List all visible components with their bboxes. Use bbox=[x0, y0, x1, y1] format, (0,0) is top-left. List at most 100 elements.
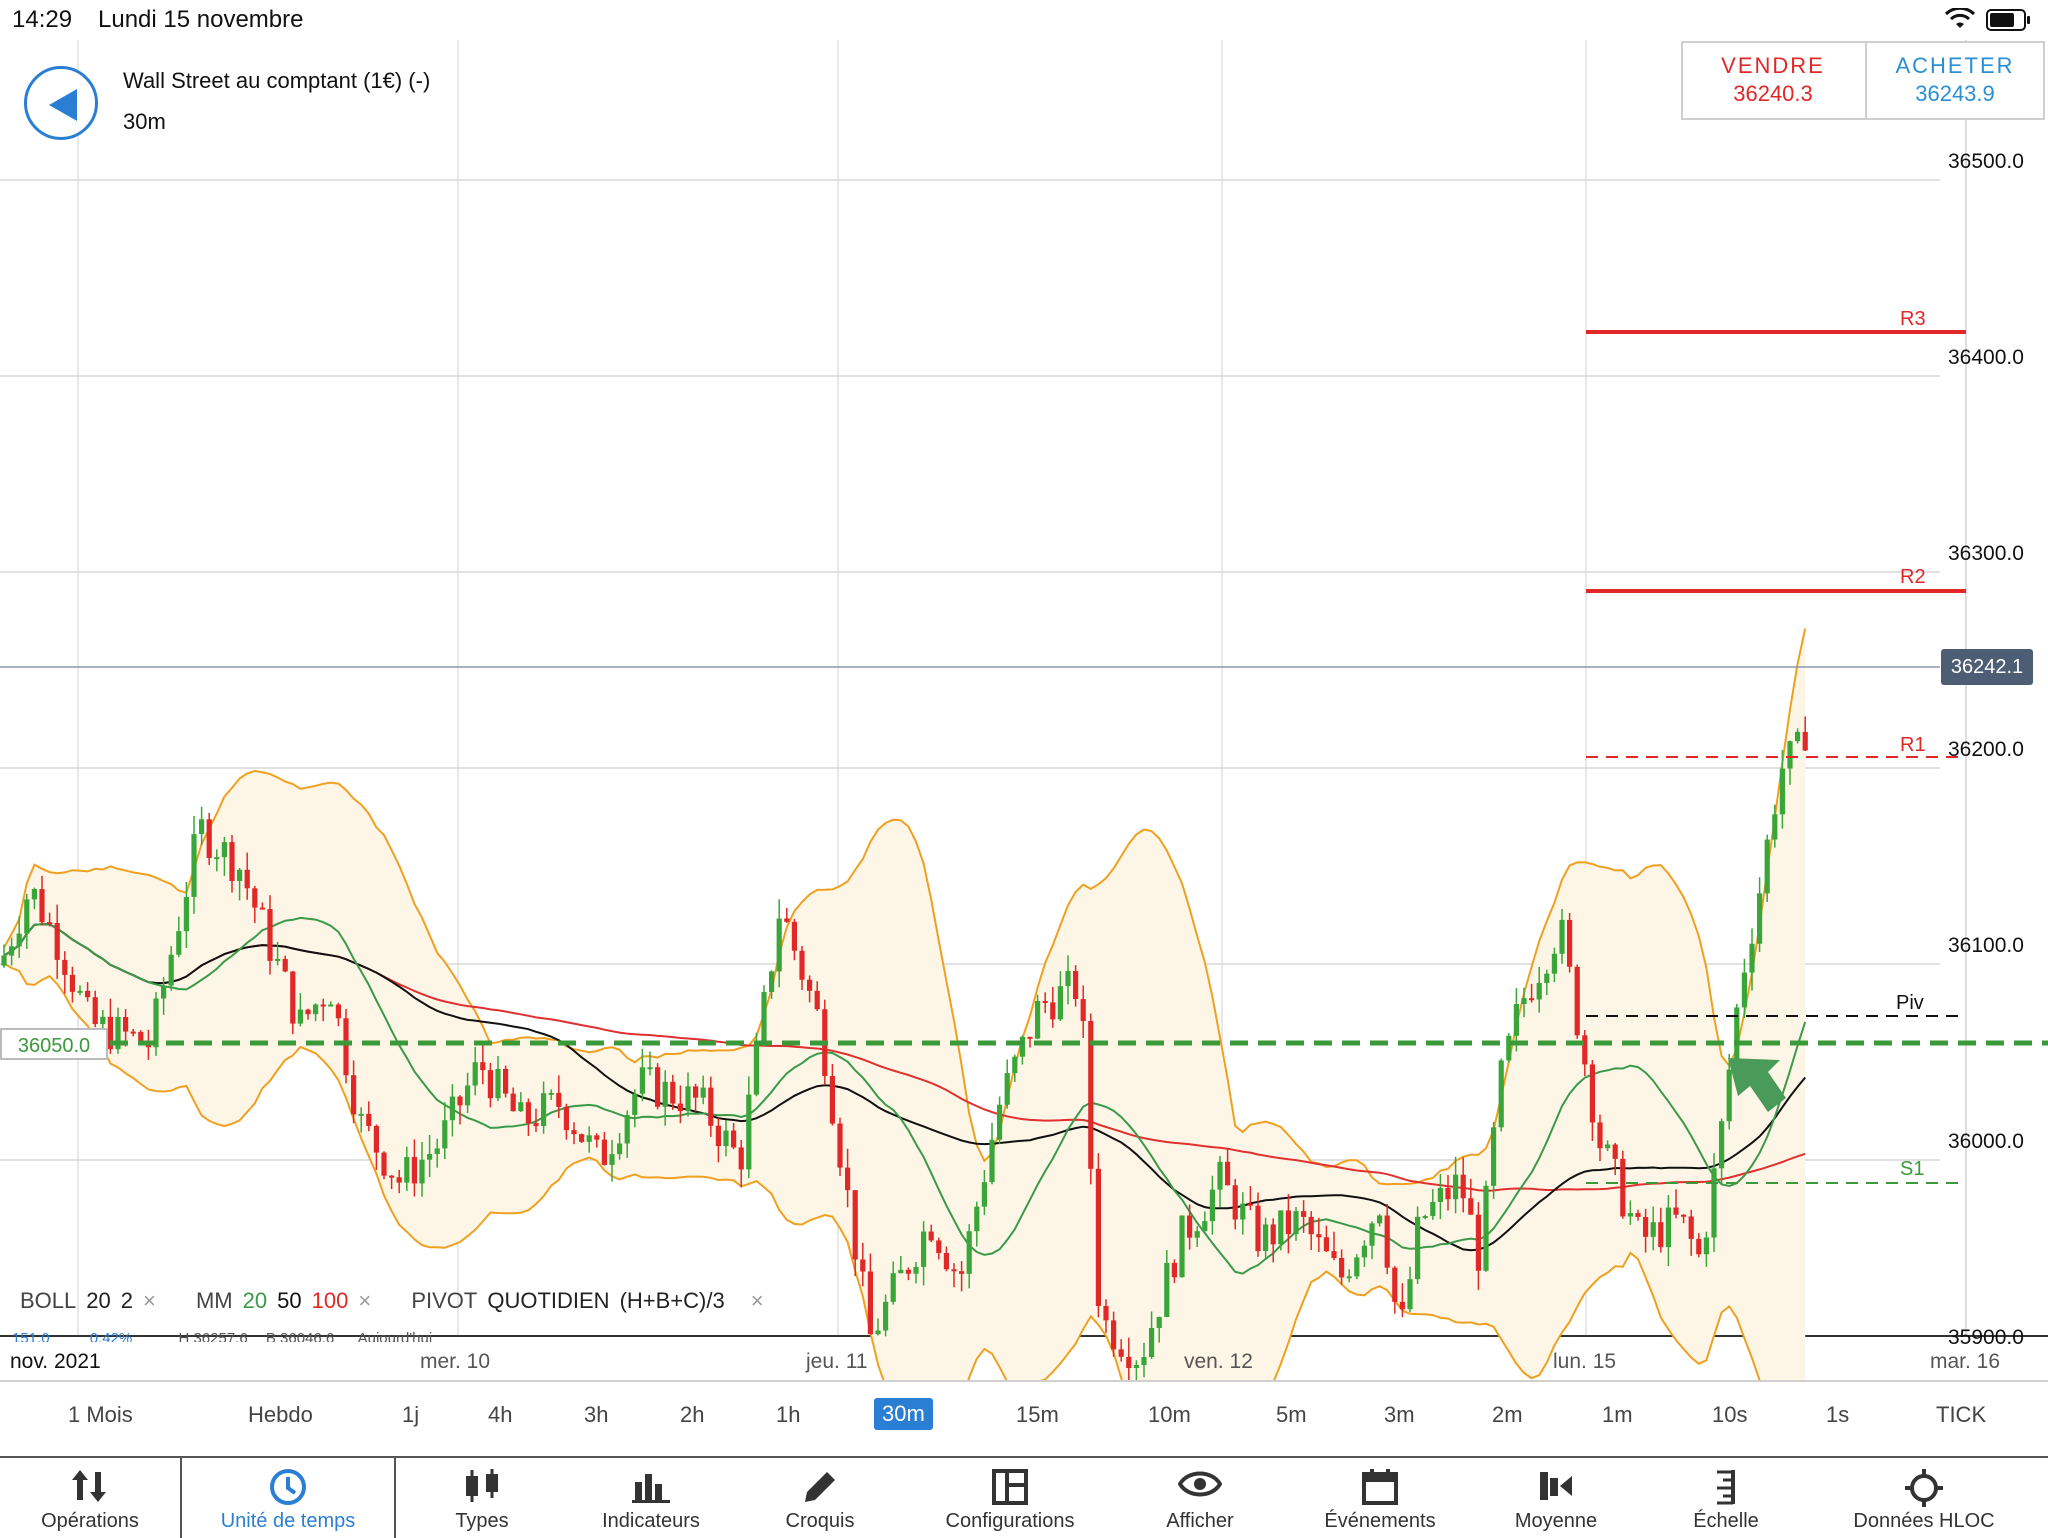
tf-5m[interactable]: 5m bbox=[1276, 1402, 1307, 1427]
candle-down bbox=[320, 1004, 326, 1007]
candle-up bbox=[586, 1135, 592, 1142]
candle-down bbox=[1270, 1224, 1276, 1245]
candle-up bbox=[1627, 1213, 1633, 1217]
candle-down bbox=[343, 1018, 349, 1076]
candle-up bbox=[9, 946, 15, 956]
arrow-marker bbox=[1728, 1058, 1786, 1112]
toolbar-scale[interactable]: Échelle bbox=[1646, 1458, 1806, 1538]
tf-1m[interactable]: 1m bbox=[1602, 1402, 1633, 1427]
tf-30m[interactable]: 30m bbox=[874, 1398, 933, 1430]
tf-10s[interactable]: 10s bbox=[1712, 1402, 1748, 1427]
tf-2m[interactable]: 2m bbox=[1492, 1402, 1523, 1427]
toolbar-operations[interactable]: Opérations bbox=[0, 1458, 180, 1538]
tf-1h[interactable]: 1h bbox=[776, 1402, 801, 1427]
indicator-legend: BOLL 20 2 × MM 20 50 100 × PIVOT QUOTIDIEN (H+B+C… bbox=[20, 1288, 774, 1314]
candle-down bbox=[480, 1062, 486, 1071]
legend-pivot[interactable]: PIVOT bbox=[411, 1288, 478, 1313]
toolbar-average[interactable]: Moyenne bbox=[1476, 1458, 1636, 1538]
candle-down bbox=[814, 990, 820, 1010]
candle-down bbox=[1643, 1216, 1649, 1237]
candle-down bbox=[1567, 919, 1573, 967]
candle-up bbox=[419, 1159, 425, 1184]
candle-down bbox=[943, 1253, 949, 1270]
legend-boll-remove-icon[interactable]: × bbox=[143, 1288, 156, 1313]
candle-up bbox=[168, 954, 174, 986]
legend-mm-20: 20 bbox=[242, 1288, 268, 1313]
candle-up bbox=[153, 998, 159, 1048]
tf-3h[interactable]: 3h bbox=[584, 1402, 609, 1427]
alert-price-label[interactable]: 36050.0 bbox=[0, 1028, 108, 1060]
tf-15m[interactable]: 15m bbox=[1016, 1402, 1059, 1427]
tf-10m[interactable]: 10m bbox=[1148, 1402, 1191, 1427]
candle-up bbox=[1415, 1216, 1421, 1280]
tf-tick[interactable]: TICK bbox=[1936, 1402, 1987, 1427]
status-date: Lundi 15 novembre bbox=[98, 6, 304, 33]
date-label: mer. 10 bbox=[420, 1350, 491, 1373]
candlestick-icon bbox=[466, 1469, 498, 1502]
bar-chart-icon bbox=[632, 1474, 670, 1503]
toolbar-indicators[interactable]: Indicateurs bbox=[560, 1458, 742, 1538]
candle-down bbox=[396, 1177, 402, 1183]
back-arrow-icon bbox=[49, 89, 77, 121]
candle-up bbox=[191, 834, 197, 897]
candle-up bbox=[31, 889, 37, 900]
toolbar-configurations[interactable]: Configurations bbox=[918, 1458, 1102, 1538]
candle-up bbox=[1703, 1237, 1709, 1255]
candle-up bbox=[183, 896, 189, 932]
toolbar-timeframe[interactable]: Unité de temps bbox=[182, 1458, 394, 1538]
candle-up bbox=[1772, 814, 1778, 840]
candle-down bbox=[1073, 970, 1079, 1000]
tf-1-month[interactable]: 1 Mois bbox=[68, 1402, 133, 1427]
candle-up bbox=[427, 1153, 433, 1160]
pivot-r2-label: R2 bbox=[1900, 566, 1926, 588]
legend-boll[interactable]: BOLL bbox=[20, 1288, 77, 1313]
candle-up bbox=[1164, 1262, 1170, 1317]
status-time: 14:29 bbox=[12, 6, 73, 33]
crosshair-icon bbox=[1905, 1469, 1943, 1507]
candle-up bbox=[1437, 1187, 1443, 1202]
candle-up bbox=[981, 1182, 987, 1207]
candle-up bbox=[1263, 1224, 1269, 1252]
legend-pivot-remove-icon[interactable]: × bbox=[750, 1288, 764, 1313]
tf-1s[interactable]: 1s bbox=[1826, 1402, 1850, 1427]
toolbar-hloc[interactable]: Données HLOC bbox=[1836, 1458, 2012, 1538]
candle-up bbox=[115, 1016, 121, 1050]
clock-icon bbox=[270, 1469, 306, 1505]
legend-boll-period: 20 bbox=[86, 1288, 111, 1313]
tf-2h[interactable]: 2h bbox=[680, 1402, 705, 1427]
candle-up bbox=[1012, 1056, 1018, 1074]
candle-up bbox=[1536, 982, 1542, 1000]
buy-label: ACHETER bbox=[1895, 53, 2015, 78]
candle-down bbox=[867, 1271, 873, 1335]
back-button[interactable] bbox=[24, 66, 98, 140]
candle-up bbox=[1004, 1073, 1010, 1105]
candle-up bbox=[1665, 1207, 1671, 1248]
candle-up bbox=[746, 1094, 752, 1170]
candle-down bbox=[47, 922, 53, 925]
legend-mm-remove-icon[interactable]: × bbox=[358, 1288, 372, 1313]
candle-down bbox=[1339, 1257, 1345, 1278]
tf-3m[interactable]: 3m bbox=[1384, 1402, 1415, 1427]
candle-up bbox=[1719, 1121, 1725, 1169]
tf-weekly[interactable]: Hebdo bbox=[248, 1402, 313, 1427]
candle-down bbox=[1050, 1002, 1056, 1020]
candle-up bbox=[1361, 1245, 1367, 1258]
tf-4h[interactable]: 4h bbox=[488, 1402, 513, 1427]
toolbar-sketch[interactable]: Croquis bbox=[742, 1458, 898, 1538]
toolbar-show[interactable]: Afficher bbox=[1120, 1458, 1280, 1538]
candle-up bbox=[1764, 839, 1770, 894]
candle-down bbox=[677, 1103, 683, 1112]
tf-1d[interactable]: 1j bbox=[402, 1402, 420, 1427]
candle-up bbox=[1057, 986, 1063, 1020]
instrument-name: Wall Street au comptant (1€) (-) bbox=[123, 68, 431, 93]
candle-up bbox=[723, 1130, 729, 1147]
candle-down bbox=[715, 1125, 721, 1147]
candle-down bbox=[1316, 1234, 1322, 1238]
candle-down bbox=[1529, 998, 1535, 1001]
toolbar-types[interactable]: Types bbox=[404, 1458, 560, 1538]
price-chart[interactable] bbox=[0, 0, 2048, 1380]
legend-mm-50: 50 bbox=[277, 1288, 302, 1313]
toolbar-events[interactable]: Événements bbox=[1300, 1458, 1460, 1538]
legend-mm[interactable]: MM bbox=[195, 1288, 233, 1313]
candle-up bbox=[647, 1067, 653, 1070]
